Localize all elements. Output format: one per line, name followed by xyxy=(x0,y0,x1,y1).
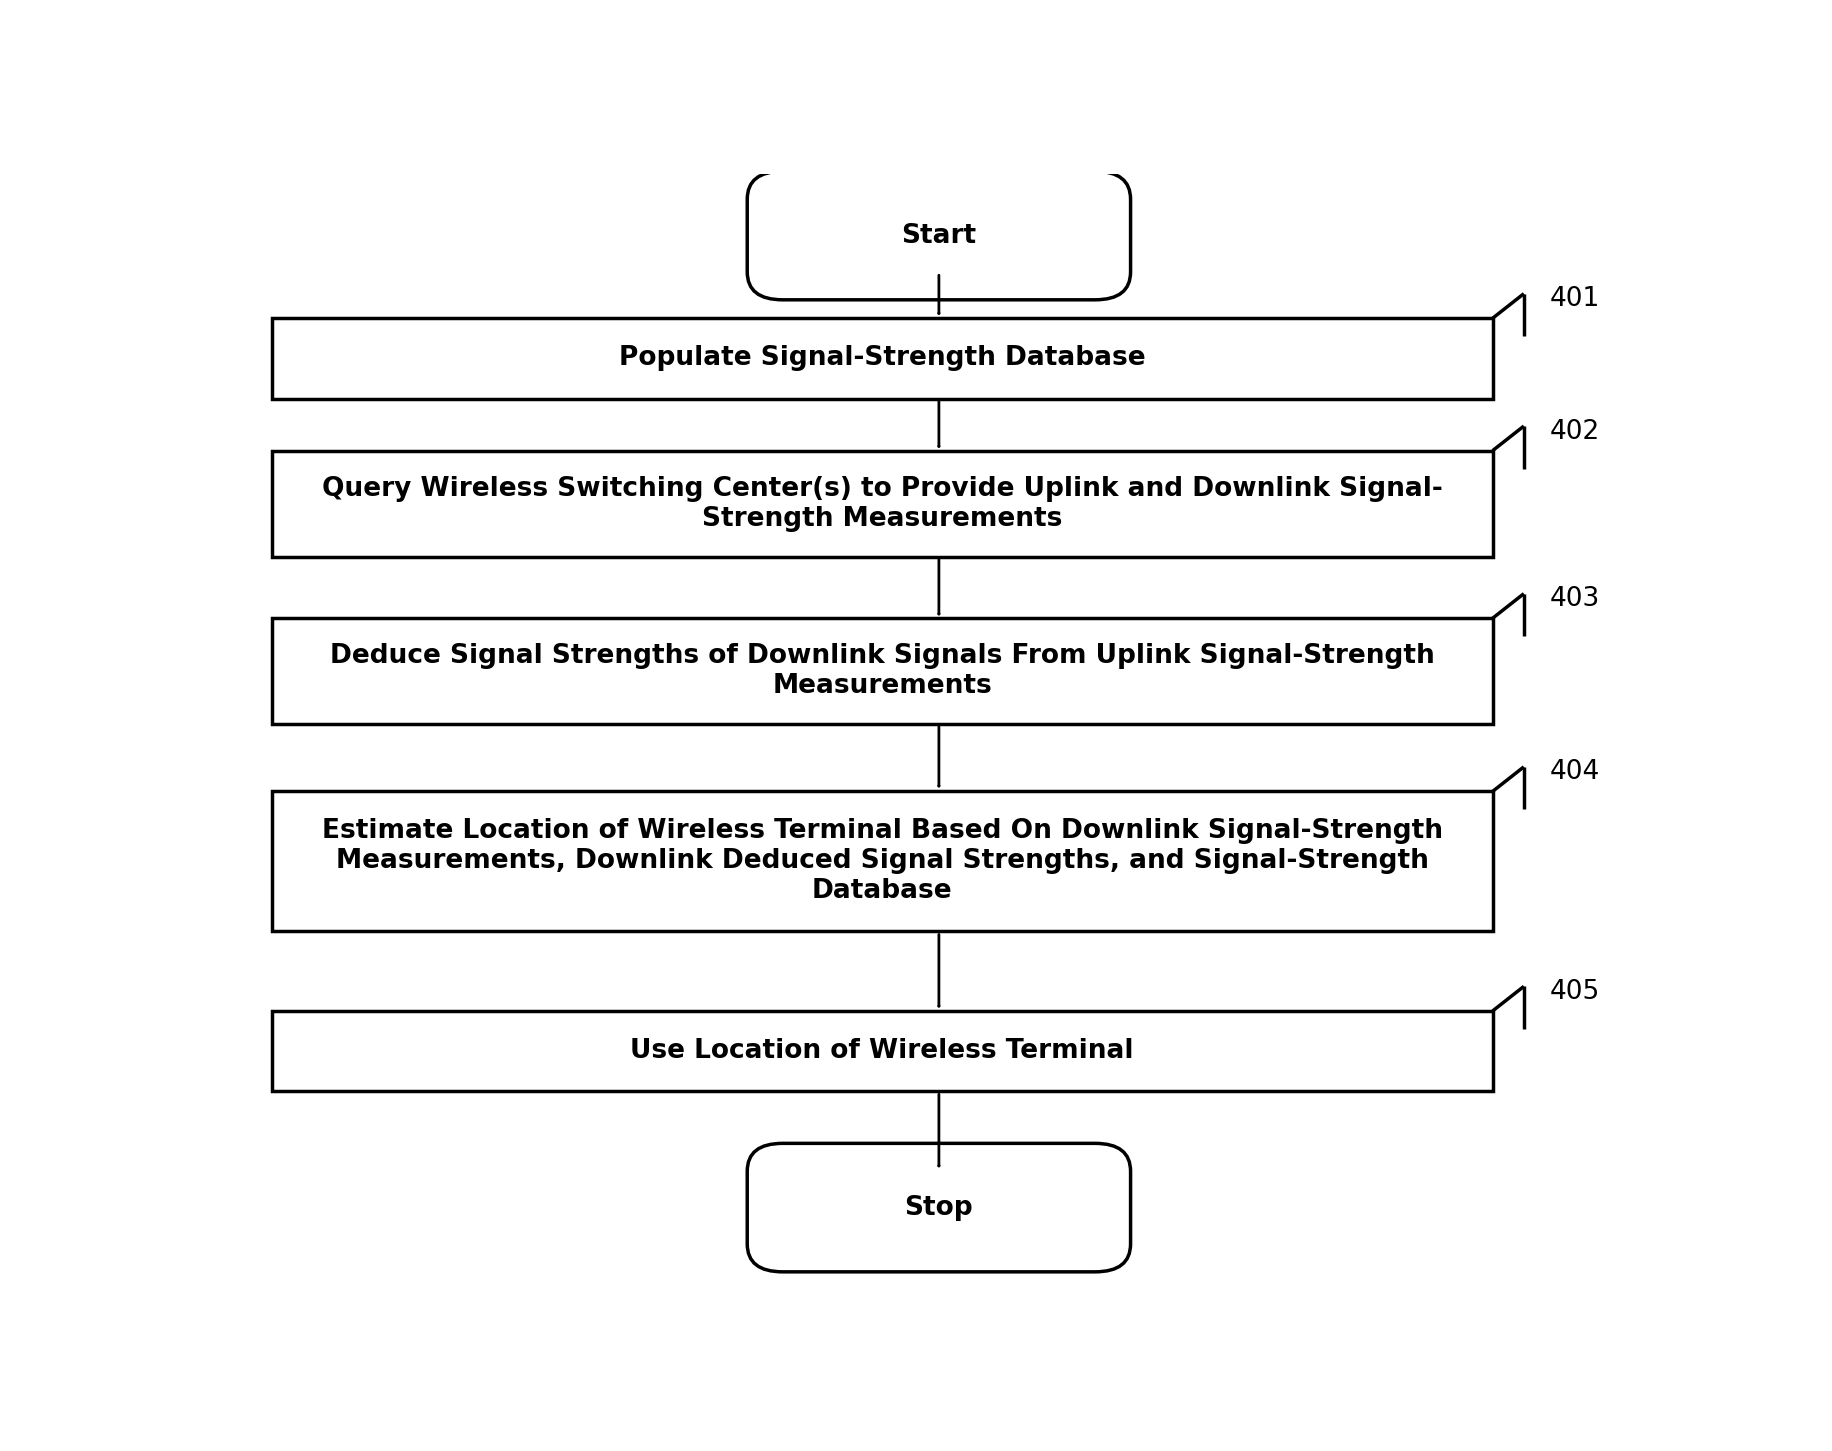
Text: 403: 403 xyxy=(1550,586,1599,612)
Bar xyxy=(271,791,1493,932)
Bar xyxy=(271,618,1493,724)
Text: 402: 402 xyxy=(1550,419,1599,444)
Bar xyxy=(271,1011,1493,1091)
Text: 404: 404 xyxy=(1550,759,1599,785)
Bar xyxy=(271,318,1493,399)
Text: Stop: Stop xyxy=(905,1194,973,1220)
Text: Use Location of Wireless Terminal: Use Location of Wireless Terminal xyxy=(630,1037,1134,1064)
Text: 405: 405 xyxy=(1550,979,1599,1006)
Text: Estimate Location of Wireless Terminal Based On Downlink Signal-Strength
Measure: Estimate Location of Wireless Terminal B… xyxy=(322,818,1442,904)
Text: Start: Start xyxy=(901,222,976,248)
FancyBboxPatch shape xyxy=(747,1143,1130,1273)
Text: Query Wireless Switching Center(s) to Provide Uplink and Downlink Signal-
Streng: Query Wireless Switching Center(s) to Pr… xyxy=(322,476,1442,531)
Text: 401: 401 xyxy=(1550,286,1599,312)
Bar xyxy=(271,451,1493,557)
Text: Deduce Signal Strengths of Downlink Signals From Uplink Signal-Strength
Measurem: Deduce Signal Strengths of Downlink Sign… xyxy=(330,643,1434,699)
Text: Populate Signal-Strength Database: Populate Signal-Strength Database xyxy=(619,345,1145,371)
FancyBboxPatch shape xyxy=(747,171,1130,300)
